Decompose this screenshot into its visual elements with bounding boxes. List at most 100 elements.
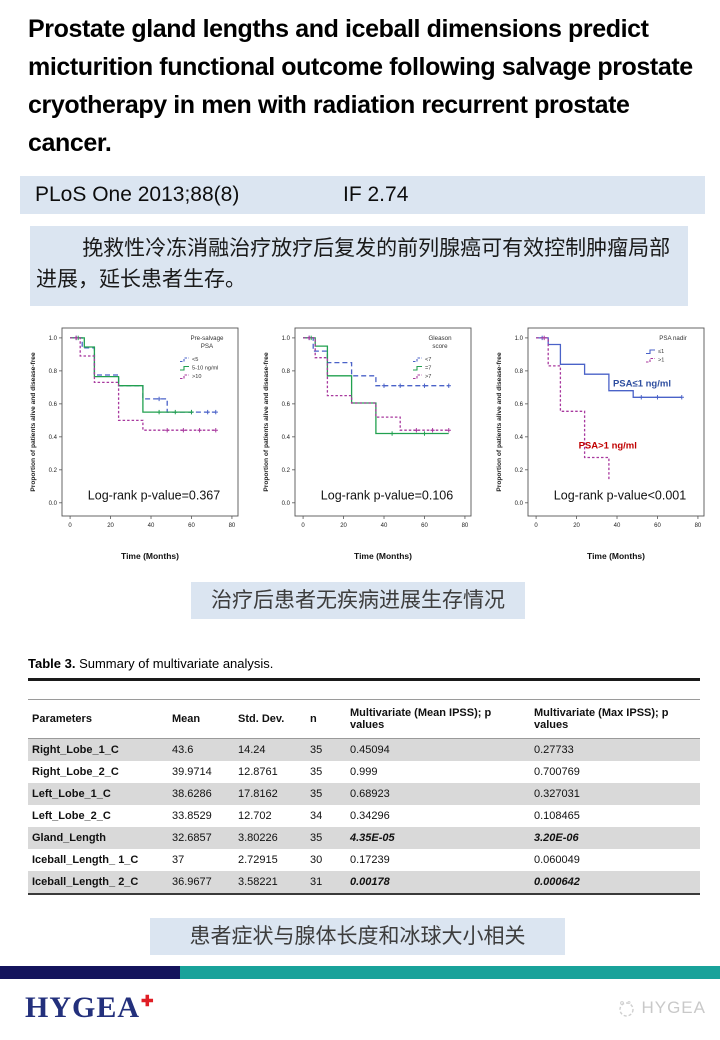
- table-cell: 36.9677: [168, 871, 234, 895]
- svg-text:0.6: 0.6: [49, 402, 58, 408]
- svg-text:>10: >10: [192, 374, 202, 380]
- table-cell: 37: [172, 854, 185, 866]
- svg-text:Proportion of patients alive a: Proportion of patients alive and disease…: [30, 352, 37, 492]
- table-cell: 33.8529: [172, 810, 212, 822]
- svg-text:0.8: 0.8: [49, 369, 58, 375]
- table-cell: 0.17239: [350, 854, 390, 866]
- table-cell: 0.000642: [530, 871, 700, 895]
- table-cell: 0.700769: [534, 766, 580, 778]
- svg-text:0.8: 0.8: [515, 369, 524, 375]
- survival-charts-row: 0.0 0.2 0.4 0.6 0.8 1.0 0 20 40 60 80 Proportion of…: [26, 320, 714, 564]
- table-cell: Iceball_Length_ 1_C: [32, 854, 139, 866]
- svg-text:0.2: 0.2: [49, 468, 58, 474]
- svg-text:≤1: ≤1: [658, 349, 664, 355]
- journal-banner: PLoS One 2013;88(8) IF 2.74: [20, 176, 705, 214]
- svg-text:Log-rank p-value<0.001: Log-rank p-value<0.001: [554, 489, 686, 503]
- abstract-box: 挽救性冷冻消融治疗放疗后复发的前列腺癌可有效控制肿瘤局部进展，延长患者生存。: [30, 226, 688, 306]
- svg-text:<5: <5: [192, 357, 198, 363]
- journal-citation: PLoS One 2013;88(8): [35, 183, 240, 206]
- svg-text:0.4: 0.4: [282, 435, 291, 441]
- svg-text:5-10 ng/ml: 5-10 ng/ml: [192, 366, 218, 372]
- svg-text:0.6: 0.6: [282, 402, 291, 408]
- km-chart-gleason-score: 0.0 0.2 0.4 0.6 0.8 1.0 0 20 40 60 80 Proportion of…: [259, 320, 480, 564]
- table-header-cell: n: [306, 699, 346, 739]
- svg-text:80: 80: [462, 523, 469, 529]
- svg-text:>1: >1: [658, 358, 664, 364]
- svg-text:0: 0: [68, 523, 72, 529]
- table-cell: 0.68923: [350, 788, 390, 800]
- svg-text:PSA>1 ng/ml: PSA>1 ng/ml: [579, 440, 637, 451]
- table-top-rule: [28, 678, 700, 681]
- table-cell: 34: [310, 810, 323, 822]
- svg-text:20: 20: [107, 523, 114, 529]
- table-header-cell: Multivariate (Mean IPSS); p values: [346, 699, 530, 739]
- table-cell: 0.108465: [534, 810, 580, 822]
- svg-text:1.0: 1.0: [49, 336, 58, 342]
- table-cell: 0.327031: [534, 788, 580, 800]
- table-title-text: Summary of multivariate analysis.: [75, 656, 274, 671]
- table-cell: 3.58221: [234, 871, 306, 895]
- table-cell: 35: [310, 788, 323, 800]
- caption-survival: 治疗后患者无疾病进展生存情况: [191, 582, 525, 619]
- table-cell: Right_Lobe_2_C: [32, 766, 119, 778]
- svg-text:60: 60: [421, 523, 428, 529]
- table-cell: 0.34296: [350, 810, 390, 822]
- svg-text:1.0: 1.0: [515, 336, 524, 342]
- km-chart-pre-salvage-psa: 0.0 0.2 0.4 0.6 0.8 1.0 0 20 40 60 80 Proportion of…: [26, 320, 247, 564]
- table-row: Iceball_Length_ 1_C 37 2.72915 30 0.17239 0.0…: [28, 849, 700, 871]
- svg-text:60: 60: [654, 523, 661, 529]
- table-cell: 4.35E-05: [350, 832, 395, 844]
- svg-text:Log-rank p-value=0.106: Log-rank p-value=0.106: [321, 489, 453, 503]
- table-cell: 0.00178: [346, 871, 530, 895]
- table-cell: 35: [310, 766, 323, 778]
- svg-text:Pre-salvage: Pre-salvage: [190, 335, 224, 342]
- svg-text:Time (Months): Time (Months): [587, 551, 645, 561]
- table-row: Left_Lobe_2_C 33.8529 12.702 34 0.34296 0.108…: [28, 805, 700, 827]
- footer-bar-navy-segment: [0, 966, 180, 979]
- table-cell: Gland_Length: [32, 832, 106, 844]
- table-row: Left_Lobe_1_C 38.6286 17.8162 35 0.68923 0.32…: [28, 783, 700, 805]
- svg-text:Proportion of patients alive a: Proportion of patients alive and disease…: [263, 352, 270, 492]
- table-cell: Left_Lobe_1_C: [32, 788, 111, 800]
- hygea-logo: HYGEA✚: [25, 991, 155, 1025]
- table-cell: 35: [310, 744, 323, 756]
- hygea-logo-text: HYGEA: [25, 991, 141, 1024]
- footer-bar: [0, 966, 720, 979]
- hygea-watermark-icon: [619, 1000, 635, 1017]
- table-cell: 35: [310, 832, 323, 844]
- svg-text:PSA nadir: PSA nadir: [659, 335, 687, 342]
- svg-text:0.4: 0.4: [515, 435, 524, 441]
- svg-text:40: 40: [381, 523, 388, 529]
- table-cell: 3.80226: [238, 832, 278, 844]
- table-cell: Iceball_Length_ 2_C: [28, 871, 168, 895]
- km-chart-psa-nadir: 0.0 0.2 0.4 0.6 0.8 1.0 0 20 40 60 80 Proportion of…: [492, 320, 713, 564]
- table-cell: Right_Lobe_1_C: [32, 744, 119, 756]
- svg-text:=7: =7: [425, 366, 431, 372]
- table-cell: 38.6286: [172, 788, 212, 800]
- table-header-row: Parameters Mean Std. Dev. n Multivariate (Me…: [28, 699, 700, 739]
- table-cell: 2.72915: [238, 854, 278, 866]
- svg-text:0.8: 0.8: [282, 369, 291, 375]
- table-cell: 39.9714: [172, 766, 212, 778]
- table-cell: 12.8761: [238, 766, 278, 778]
- svg-text:Time (Months): Time (Months): [354, 551, 412, 561]
- svg-text:PSA: PSA: [201, 343, 214, 350]
- hygea-watermark: HYGEA: [617, 998, 706, 1018]
- table-cell: 3.20E-06: [534, 832, 579, 844]
- svg-text:20: 20: [340, 523, 347, 529]
- table-cell: 31: [306, 871, 346, 895]
- table: Parameters Mean Std. Dev. n Multivariate (Me…: [28, 699, 700, 895]
- table-cell: 12.702: [238, 810, 272, 822]
- svg-text:20: 20: [573, 523, 580, 529]
- svg-text:0: 0: [301, 523, 305, 529]
- table-title-label: Table 3.: [28, 656, 76, 671]
- svg-text:<7: <7: [425, 357, 431, 363]
- svg-text:Gleason: Gleason: [428, 335, 452, 342]
- table-cell: 0.060049: [534, 854, 580, 866]
- table-row: Gland_Length 32.6857 3.80226 35 4.35E-05 3.20…: [28, 827, 700, 849]
- svg-text:PSA≤1 ng/ml: PSA≤1 ng/ml: [613, 379, 671, 390]
- svg-text:0.0: 0.0: [515, 501, 524, 507]
- table-cell: 0.27733: [534, 744, 574, 756]
- red-cross-icon: ✚: [141, 993, 155, 1010]
